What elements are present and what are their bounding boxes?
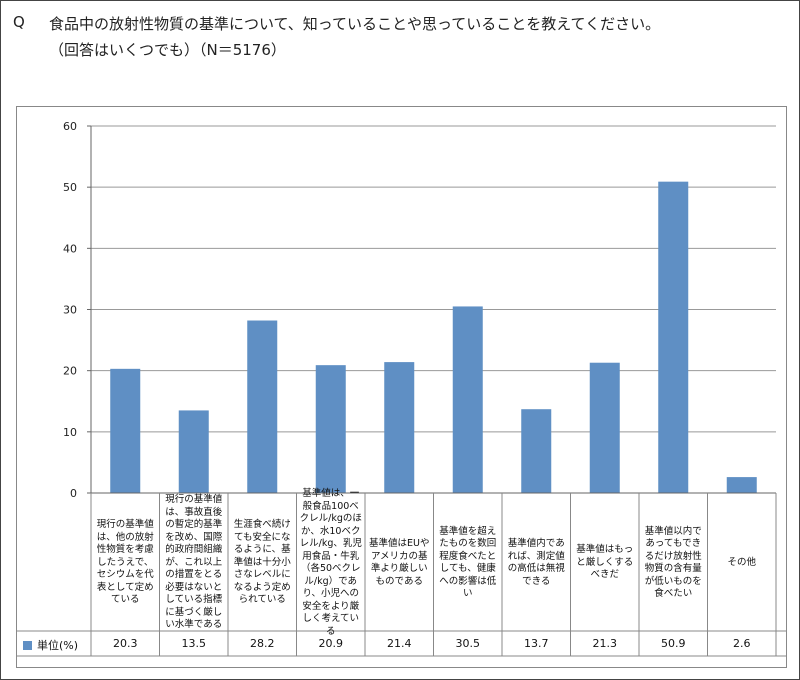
- bar: [384, 362, 415, 493]
- legend-swatch: [23, 640, 32, 650]
- bar: [726, 477, 757, 493]
- category-label: 基準値内であれば、測定値の高低は無視できる: [507, 538, 565, 587]
- category-label: 基準値以内であってもできるだけ放射性物質の含有量が低いものを食べたい: [644, 525, 702, 600]
- bar: [178, 410, 209, 493]
- chart-frame: [16, 106, 787, 668]
- value-label: 2.6: [733, 637, 751, 650]
- y-tick-label: 60: [63, 120, 77, 133]
- value-label: 20.3: [113, 637, 138, 650]
- category-label: 現行の基準値は、事故直後の暫定的基準を改め、国際的政府間組織が、これ以上の措置を…: [165, 494, 223, 631]
- bar: [315, 365, 346, 493]
- question-subtitle: （回答はいくつでも）（N＝5176）: [49, 41, 286, 59]
- y-tick-label: 50: [63, 181, 77, 194]
- value-label: 13.5: [181, 637, 207, 650]
- bar: [452, 306, 483, 493]
- y-tick-label: 40: [63, 242, 77, 255]
- y-tick-label: 20: [63, 365, 77, 378]
- value-label: 21.3: [592, 637, 618, 650]
- category-label: 現行の基準値は、他の放射性物質を考慮したうえで、セシウムを代表として定めている: [96, 519, 154, 606]
- value-label: 13.7: [524, 637, 549, 650]
- bar: [521, 409, 552, 493]
- value-label: 50.9: [661, 637, 686, 650]
- category-label: 基準値はEUやアメリカの基準より厳しいものである: [369, 538, 430, 587]
- legend-label: 単位(%): [37, 639, 79, 652]
- bar: [589, 362, 620, 493]
- bar: [110, 368, 141, 493]
- legend: 単位(%): [23, 637, 78, 653]
- category-label: 基準値はもっと厳しくするべきだ: [576, 544, 634, 581]
- value-label: 28.2: [250, 637, 275, 650]
- question-label: Q: [13, 13, 25, 31]
- y-tick-label: 30: [63, 304, 77, 317]
- category-label: 基準値は、一般食品100ベクレル/kgのほか、水10ベクレル/kg、乳児用食品・…: [299, 488, 362, 637]
- bar: [658, 181, 689, 493]
- y-tick-label: 0: [70, 487, 77, 500]
- value-label: 30.5: [455, 637, 481, 650]
- question-title: 食品中の放射性物質の基準について、知っていることや思っていることを教えてください…: [49, 15, 661, 33]
- category-label: 生涯食べ続けても安全になるように、基準値は十分小さなレベルになるよう定められてい…: [233, 519, 291, 606]
- y-tick-label: 10: [63, 426, 77, 439]
- category-label: 基準値を超えたものを数回程度食べたとしても、健康への影響は低い: [439, 525, 497, 600]
- category-label: その他: [727, 556, 756, 568]
- value-label: 21.4: [387, 637, 412, 650]
- bar: [247, 320, 278, 493]
- value-label: 20.9: [318, 637, 344, 650]
